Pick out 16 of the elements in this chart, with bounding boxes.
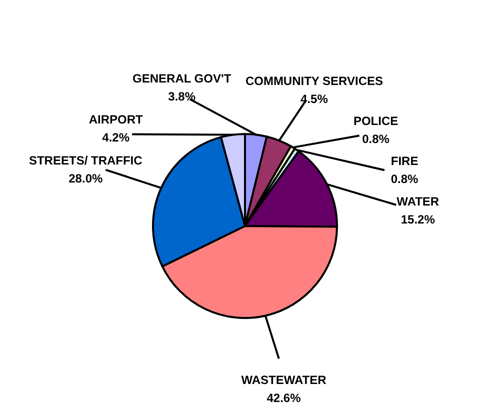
data-label: 0.8%	[362, 132, 390, 146]
slice-label: STREETS/ TRAFFIC	[28, 154, 143, 168]
slice-label: FIRE	[390, 154, 418, 168]
data-label: 4.2%	[102, 130, 130, 144]
data-label: 28.0%	[68, 172, 103, 186]
slice-label: POLICE	[353, 114, 398, 128]
data-label: 4.5%	[300, 92, 328, 106]
slice-label: WASTEWATER	[241, 373, 327, 388]
slice-label: WATER	[396, 194, 440, 208]
data-label: 3.8%	[168, 90, 196, 104]
slice-label: COMMUNITY SERVICES	[245, 74, 384, 88]
data-label: 42.6%	[266, 391, 302, 406]
slice-label: GENERAL GOV'T	[132, 72, 232, 86]
data-label: 15.2%	[400, 212, 436, 226]
data-label: 0.8%	[390, 172, 419, 186]
slice-label: AIRPORT	[88, 112, 144, 126]
